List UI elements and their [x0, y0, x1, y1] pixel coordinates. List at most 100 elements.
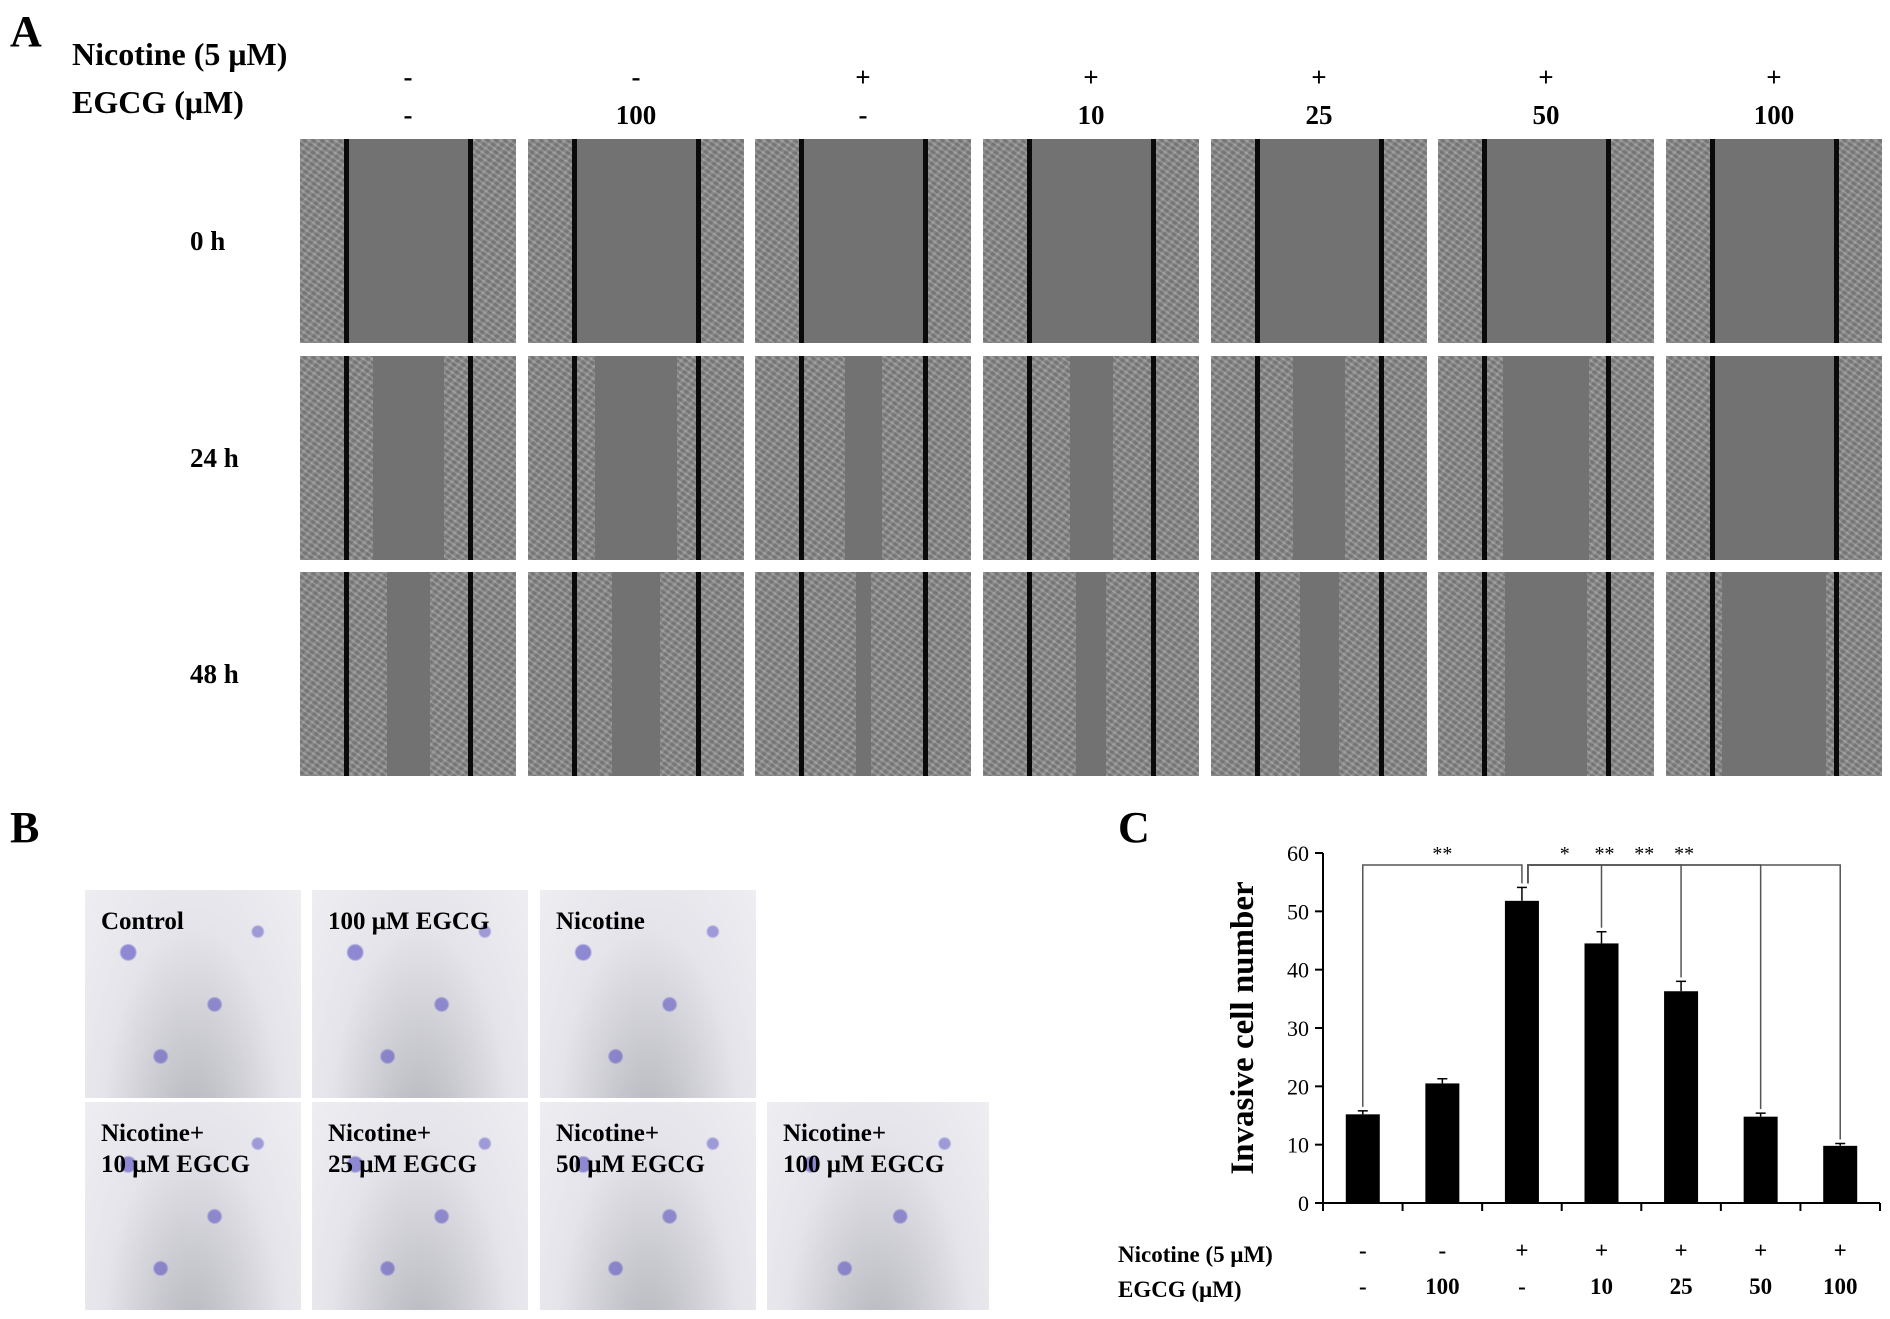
- time-label-2: 24 h: [190, 443, 239, 473]
- wound-gap: [373, 356, 444, 560]
- wound-image-r3-c2: [528, 572, 744, 776]
- invasion-label-line: 50 μM EGCG: [556, 1151, 705, 1179]
- egcg-condition-2: 100: [615, 100, 657, 130]
- nicotine-cond-3: +: [1515, 1238, 1528, 1263]
- wound-edge-right: [1151, 356, 1156, 560]
- egcg-condition-6: 50: [1532, 100, 1560, 130]
- nicotine-condition-2: -: [631, 62, 641, 92]
- invasion-image-label: Nicotine+ 100 μM EGCG: [783, 1118, 944, 1181]
- wound-gap: [345, 139, 472, 343]
- significance-mark-4: **: [1634, 843, 1654, 865]
- wound-image-r2-c4: [983, 356, 1199, 560]
- wound-edge-left: [1255, 139, 1260, 343]
- nicotine-cond-4: +: [1595, 1238, 1608, 1263]
- wound-edge-left: [1027, 139, 1032, 343]
- wound-gap: [387, 572, 430, 776]
- wound-gap: [1256, 139, 1383, 343]
- wound-gap: [845, 356, 882, 560]
- wound-gap: [595, 356, 677, 560]
- egcg-condition-5: 25: [1305, 100, 1333, 130]
- egcg-cond-7: 100: [1823, 1274, 1858, 1299]
- y-tick-label: 0: [1298, 1191, 1309, 1216]
- nicotine-cond-1: -: [1359, 1238, 1367, 1263]
- wound-edge-left: [1710, 356, 1715, 560]
- wound-edge-right: [1151, 139, 1156, 343]
- wound-image-r1-c2: [528, 139, 744, 343]
- egcg-row-header: EGCG (μM): [72, 84, 244, 120]
- wound-edge-right: [1379, 139, 1384, 343]
- egcg-condition-7: 100: [1753, 100, 1795, 130]
- egcg-cond-1: -: [1359, 1274, 1367, 1299]
- wound-gap: [1483, 139, 1610, 343]
- wound-edge-left: [1710, 572, 1715, 776]
- nicotine-cond-2: -: [1439, 1238, 1447, 1263]
- egcg-cond-5: 25: [1670, 1274, 1693, 1299]
- wound-edge-left: [1255, 572, 1260, 776]
- invasion-image-label: Nicotine+ 50 μM EGCG: [556, 1118, 705, 1181]
- wound-edge-right: [1379, 356, 1384, 560]
- wound-edge-left: [572, 356, 577, 560]
- invasion-label-line: 10 μM EGCG: [101, 1151, 250, 1179]
- wound-gap: [1505, 572, 1587, 776]
- wound-edge-left: [344, 572, 349, 776]
- invasion-label-line: Nicotine+: [556, 1120, 660, 1147]
- invasion-image-label: Nicotine: [556, 906, 645, 937]
- wound-edge-left: [799, 356, 804, 560]
- wound-edge-right: [923, 572, 928, 776]
- invasion-image-4: Nicotine+ 10 μM EGCG: [85, 1102, 301, 1310]
- bar-7: [1823, 1145, 1858, 1203]
- egcg-cond-3: -: [1518, 1274, 1526, 1299]
- wound-edge-right: [696, 139, 701, 343]
- invasion-label-line: 25 μM EGCG: [328, 1151, 477, 1179]
- invasion-label-line: Nicotine+: [101, 1120, 205, 1147]
- y-tick-label: 50: [1287, 899, 1309, 924]
- wound-edge-left: [1710, 139, 1715, 343]
- wound-image-r3-c3: [755, 572, 971, 776]
- wound-image-r3-c6: [1438, 572, 1654, 776]
- wound-gap: [612, 572, 660, 776]
- wound-image-r2-c7: [1666, 356, 1882, 560]
- wound-edge-left: [344, 356, 349, 560]
- wound-edge-left: [572, 139, 577, 343]
- wound-gap: [1711, 139, 1838, 343]
- panel-c-letter: C: [1118, 803, 1150, 852]
- wound-image-r3-c1: [300, 572, 516, 776]
- wound-image-r2-c6: [1438, 356, 1654, 560]
- wound-gap: [1715, 356, 1834, 560]
- egcg-condition-1: -: [403, 100, 413, 130]
- invasion-label-line: Control: [101, 908, 184, 935]
- nicotine-cond-7: +: [1834, 1238, 1847, 1263]
- significance-bracket-2: [1527, 864, 1603, 928]
- bar-4: [1584, 943, 1619, 1203]
- wound-image-r3-c5: [1211, 572, 1427, 776]
- wound-image-r1-c4: [983, 139, 1199, 343]
- bar-5: [1664, 991, 1699, 1203]
- nicotine-condition-1: -: [403, 62, 413, 92]
- wound-gap: [1028, 139, 1155, 343]
- wound-edge-left: [799, 139, 804, 343]
- wound-image-r3-c4: [983, 572, 1199, 776]
- wound-edge-right: [1151, 572, 1156, 776]
- wound-edge-right: [468, 572, 473, 776]
- wound-edge-left: [344, 139, 349, 343]
- y-tick-label: 40: [1287, 958, 1309, 983]
- wound-edge-right: [1606, 572, 1611, 776]
- bar-2: [1425, 1083, 1460, 1203]
- wound-edge-right: [923, 139, 928, 343]
- egcg-condition-3: -: [858, 100, 868, 130]
- wound-gap: [1300, 572, 1339, 776]
- panel-b-letter: B: [10, 803, 40, 852]
- wound-gap: [800, 139, 927, 343]
- significance-mark-5: **: [1674, 843, 1694, 865]
- wound-edge-right: [1834, 572, 1839, 776]
- y-tick-label: 10: [1287, 1133, 1309, 1158]
- wound-image-r1-c6: [1438, 139, 1654, 343]
- wound-gap: [1076, 572, 1106, 776]
- egcg-condition-4: 10: [1077, 100, 1105, 130]
- wound-edge-left: [1482, 356, 1487, 560]
- nicotine-condition-6: +: [1538, 62, 1554, 92]
- invasion-label-line: Nicotine+: [328, 1120, 432, 1147]
- wound-gap: [1503, 356, 1589, 560]
- wound-edge-right: [468, 356, 473, 560]
- wound-image-r2-c3: [755, 356, 971, 560]
